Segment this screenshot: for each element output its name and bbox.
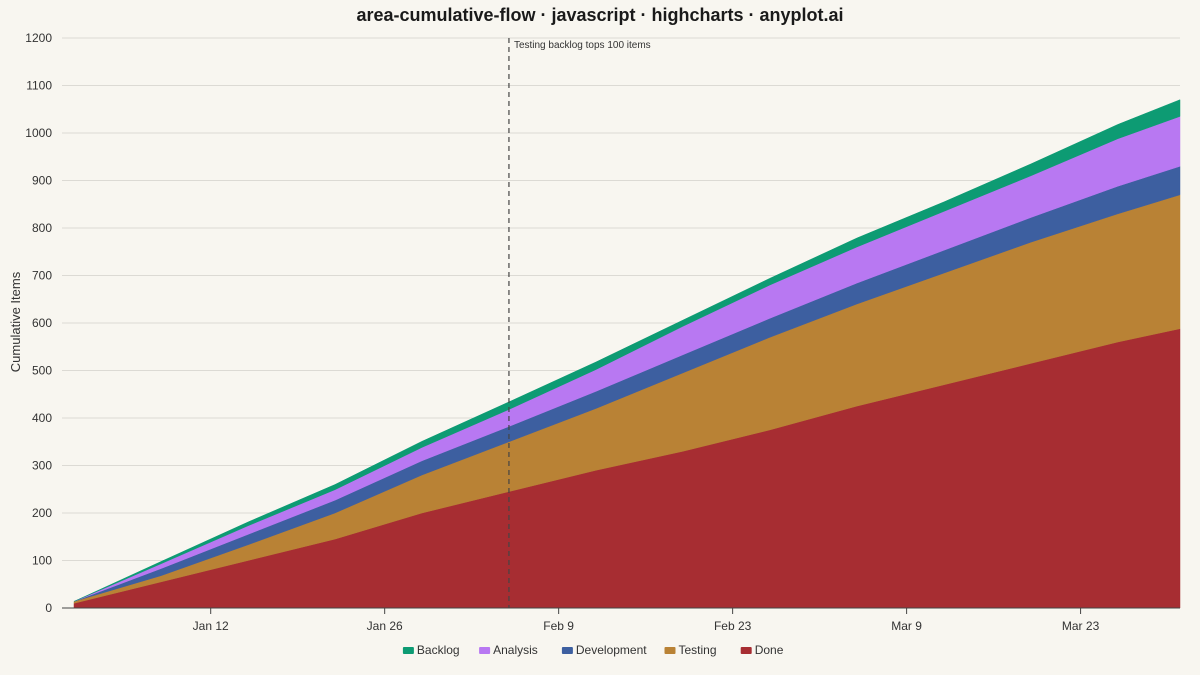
legend-swatch <box>740 647 752 654</box>
axes: 0 100 200 300 400 500 600 700 800 900 1000 1100 1200… <box>25 31 1180 633</box>
y-tick-label: 200 <box>32 506 52 520</box>
legend-label: Testing <box>679 643 717 657</box>
legend-item-analysis: Analysis <box>479 643 538 657</box>
y-tick-label: 1000 <box>25 126 52 140</box>
legend-label: Done <box>755 643 784 657</box>
legend-swatch <box>664 647 676 654</box>
x-tick-label: Jan 12 <box>193 619 229 633</box>
x-tick-label: Mar 23 <box>1062 619 1100 633</box>
y-tick-label: 300 <box>32 459 52 473</box>
y-tick-label: 600 <box>32 316 52 330</box>
x-tick-label: Feb 9 <box>543 619 574 633</box>
legend-swatch <box>402 647 414 654</box>
y-tick-label: 700 <box>32 269 52 283</box>
y-tick-label: 400 <box>32 411 52 425</box>
chart-title: area-cumulative-flow · javascript · high… <box>356 5 843 25</box>
x-tick-label: Feb 23 <box>714 619 752 633</box>
y-axis-label: Cumulative Items <box>8 271 23 372</box>
annotation: Testing backlog tops 100 items <box>508 38 651 608</box>
legend-item-testing: Testing <box>664 643 717 657</box>
legend-item-development: Development <box>561 643 647 657</box>
area-backlog <box>73 99 1181 602</box>
legend-label: Backlog <box>417 643 460 657</box>
legend-swatch <box>561 647 573 654</box>
legend-label: Analysis <box>493 643 538 657</box>
y-tick-label: 1100 <box>26 79 52 93</box>
legend-label: Development <box>576 643 647 657</box>
x-tick-label: Jan 26 <box>367 619 403 633</box>
y-tick-label: 500 <box>32 364 52 378</box>
y-tick-label: 100 <box>32 554 52 568</box>
legend-item-done: Done <box>740 643 784 657</box>
stacked-areas <box>73 99 1181 609</box>
legend-swatch <box>479 647 491 654</box>
y-tick-label: 0 <box>45 601 52 615</box>
legend: Backlog Analysis Development Testing Done <box>402 643 784 657</box>
x-tick-label: Mar 9 <box>891 619 922 633</box>
y-tick-label: 900 <box>32 174 52 188</box>
y-tick-label: 800 <box>32 221 52 235</box>
legend-item-backlog: Backlog <box>402 643 460 657</box>
annotation-text: Testing backlog tops 100 items <box>514 40 651 51</box>
y-tick-label: 1200 <box>25 31 52 45</box>
